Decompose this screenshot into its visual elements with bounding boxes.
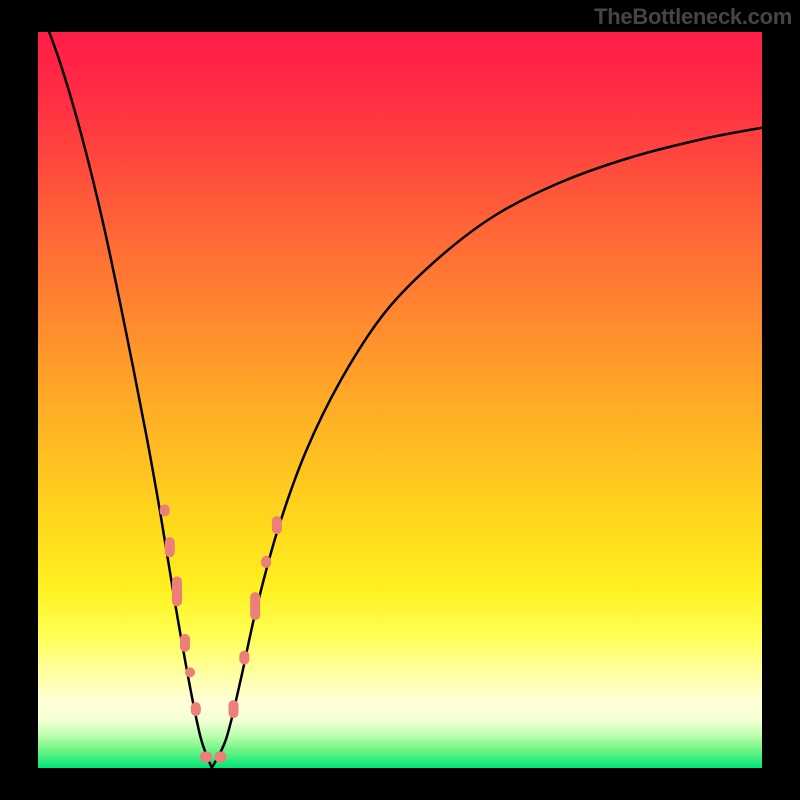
watermark-text: TheBottleneck.com xyxy=(594,4,792,30)
data-marker xyxy=(200,751,212,762)
data-marker xyxy=(160,504,170,516)
data-marker xyxy=(214,751,226,762)
data-marker xyxy=(185,667,195,677)
chart-container: TheBottleneck.com xyxy=(0,0,800,800)
bottleneck-curve-chart xyxy=(0,0,800,800)
data-marker xyxy=(272,516,282,534)
data-marker xyxy=(250,592,260,620)
data-marker xyxy=(261,556,271,568)
data-marker xyxy=(172,576,182,606)
data-marker xyxy=(228,700,238,718)
data-marker xyxy=(180,634,190,652)
data-marker xyxy=(191,702,201,716)
gradient-background xyxy=(38,32,762,768)
data-marker xyxy=(165,537,175,557)
data-marker xyxy=(239,651,249,665)
